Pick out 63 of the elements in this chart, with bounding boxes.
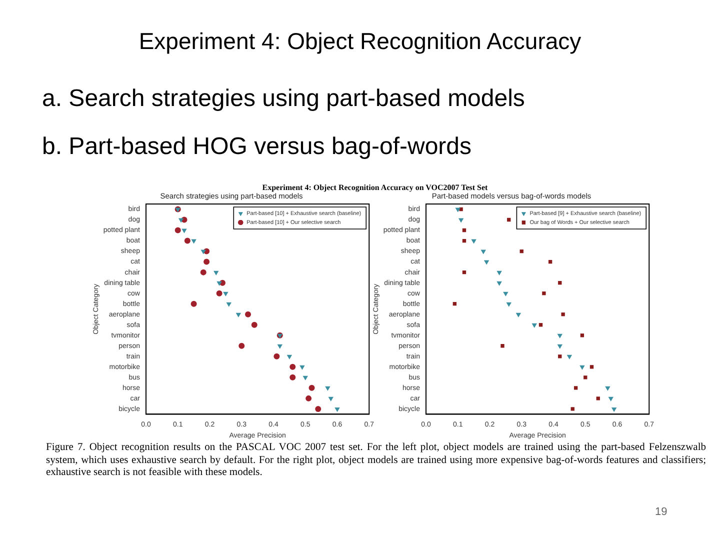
point [190,300,197,307]
text: a. Search strategies using part-based models [42,85,525,113]
point [290,374,296,380]
text: b. Part-based HOG versus bag-of-words [42,133,472,161]
point [306,395,312,402]
point [328,396,334,402]
point [557,334,562,338]
point [496,270,502,276]
point [496,281,502,286]
caption: Figure 7. Object recognition results on the PASCAL VOC 2007 test set. For the left plot, object models are trained using the part-based Felzenszwalb system, which uses exhaustive search by default. For the right plot, object models are trained using more expensive bag-of-words features and classifiers; exhaustive search is not feasible with these models. [46,442,706,480]
point [236,312,242,318]
point [561,312,565,316]
point [584,376,588,380]
point [548,260,552,264]
point [200,269,206,276]
point [532,323,537,328]
point [184,238,190,244]
point [516,312,522,318]
point [558,280,562,285]
point [290,364,296,370]
point [484,260,490,265]
point [608,396,614,402]
text: Experiment 4: Object Recognition Accuracy on VOC2007 Test Set [261,183,489,192]
point [605,386,610,391]
point [274,353,280,360]
point [174,227,181,234]
point [542,291,546,296]
point [557,344,562,349]
point [507,218,511,222]
point [251,322,258,328]
point [574,386,578,390]
point [462,270,466,274]
point [216,281,222,286]
point [315,406,322,412]
point [520,249,524,254]
point [506,302,512,307]
point [500,344,504,348]
point [244,311,251,318]
point [226,302,232,307]
point [558,354,562,358]
point [580,334,584,338]
point [308,384,315,391]
point [580,365,585,370]
point [277,344,282,349]
text: 19 [655,506,668,518]
point [570,407,574,411]
point [462,238,466,243]
point [238,342,245,349]
point [566,354,572,360]
point [596,396,600,400]
text: Experiment 4: Object Recognition Accuracy [138,28,582,55]
point [538,323,543,327]
point [452,302,457,306]
point [590,365,594,369]
point [462,228,466,232]
point [300,365,305,370]
point [216,290,222,296]
point [611,407,617,412]
point [302,376,308,380]
point [334,407,340,412]
point [286,354,292,360]
point [325,386,330,391]
point [204,258,210,265]
